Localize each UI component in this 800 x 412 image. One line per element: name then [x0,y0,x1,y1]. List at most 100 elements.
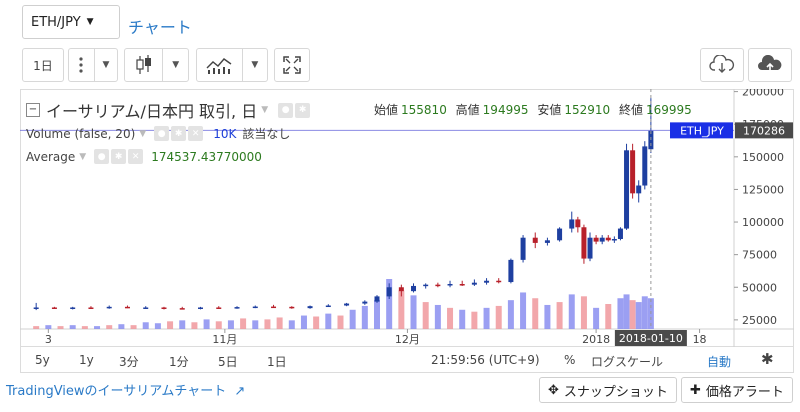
chevron-down-icon[interactable]: ▼ [261,105,269,115]
chevron-down-icon[interactable]: ▼ [102,60,110,70]
chevron-down-icon[interactable]: ▼ [251,60,259,70]
tradingview-link[interactable]: TradingViewのイーサリアムチャート ↗ [6,380,245,399]
symbol-selector[interactable]: ETH/JPY ▼ [22,5,120,39]
volume-bar [617,298,624,329]
volume-bar [69,325,76,329]
candle-body [544,240,550,243]
interval-button[interactable]: 1日 [22,48,64,82]
candle-body [216,307,222,309]
close-label: 終値 [618,103,643,117]
candle-body [386,287,392,297]
volume-bar [203,319,210,329]
volume-bar [520,292,527,329]
chevron-down-icon[interactable]: ▼ [139,128,147,139]
volume-value: 10K [213,126,237,141]
upload-icon[interactable] [748,48,792,82]
candle-body [557,228,563,241]
visibility-icon[interactable]: ● [278,102,294,118]
chevron-down-icon: ▼ [86,17,94,27]
last-price-tag [735,122,793,139]
chevron-down-icon[interactable]: ▼ [79,151,87,162]
gear-icon[interactable]: ✱ [111,149,127,164]
volume-bar [118,324,125,329]
indicators-menu[interactable]: ▼ [196,48,268,82]
close-icon[interactable]: ✕ [128,149,144,164]
candle-body [642,146,648,186]
main-series-legend: − イーサリアム/日本円 取引, 日 ▼ ● ✱ [26,98,311,122]
visibility-icon[interactable]: ● [154,126,170,141]
low-label: 安値 [537,103,562,117]
candle-body [484,280,490,283]
more-vertical-icon[interactable] [69,49,94,81]
snapshot-button[interactable]: ✥ スナップショット [539,377,677,403]
y-tick-label: 125000 [742,183,784,196]
candle-body [289,306,295,309]
candle-body [587,237,593,259]
range-5y[interactable]: 5y [35,353,50,367]
volume-bar [623,294,630,329]
x-tick-label: 11月 [212,333,237,346]
volume-bar [300,315,307,329]
candle-body [520,237,526,260]
x-tick-label: 12月 [395,333,420,346]
chart-link[interactable]: チャート [128,18,192,37]
candle-body [198,307,203,309]
collapse-icon[interactable]: − [26,103,40,117]
candle-body [636,185,642,194]
gear-icon[interactable]: ✱ [295,102,311,118]
percent-toggle[interactable]: % [564,353,576,367]
volume-bar [264,319,271,329]
ohlc-values: 始値 155810 高値 194995 安値 152910 終値 169995 [374,101,697,118]
volume-bar [635,302,642,329]
symbol-tag [670,122,733,139]
candle-body [161,307,167,309]
volume-bar [81,326,88,329]
y-tick-label: 100000 [742,216,784,229]
candle-body [496,280,502,283]
volume-bar [410,295,417,329]
high-label: 高値 [455,103,480,117]
price-alert-button[interactable]: ✚ 価格アラート [681,377,793,403]
candle-body [459,284,465,286]
candle-body [575,219,581,228]
candlestick-icon[interactable] [125,49,162,81]
candle-body [599,237,605,242]
auto-scale-toggle[interactable]: 自動 [707,355,732,369]
price-alert-label: 価格アラート [705,384,784,400]
indicators-icon[interactable] [197,49,242,81]
volume-bar [374,300,380,329]
candle-body [179,308,185,310]
last-price-label: 170286 [743,124,785,137]
clock[interactable]: 21:59:56 (UTC+9) [431,353,540,367]
chevron-down-icon[interactable]: ▼ [172,60,180,70]
log-scale-toggle[interactable]: ログスケール [591,355,664,369]
gear-icon[interactable]: ✱ [761,350,774,368]
open-label: 始値 [374,103,399,117]
x-tick-label: 2018 [582,333,610,346]
price-chart[interactable]: 2500050000750001000001250001500001750002… [20,89,794,347]
more-menu[interactable]: ▼ [68,48,118,82]
candle-body [447,284,453,286]
gear-icon[interactable]: ✱ [171,126,187,141]
range-5d[interactable]: 5日 [218,355,238,369]
volume-bar [568,294,575,329]
download-icon[interactable] [700,48,744,82]
fullscreen-icon[interactable] [274,48,310,82]
close-icon[interactable]: ✕ [188,126,204,141]
volume-bar [191,322,198,329]
volume-bar [130,325,137,329]
chart-type-menu[interactable]: ▼ [124,48,189,82]
volume-bar [471,311,478,329]
range-3m[interactable]: 3分 [119,355,139,369]
symbol-tag-label: ETH_JPY [680,124,724,137]
volume-bar [593,307,600,329]
crosshair-date-label: 2018-01-10 [619,332,683,345]
candle-body [435,284,441,287]
candle-body [411,285,417,292]
visibility-icon[interactable]: ● [94,149,110,164]
open-value: 155810 [401,103,447,117]
range-1d[interactable]: 1日 [267,355,287,369]
range-1y[interactable]: 1y [79,353,94,367]
volume-bar [544,304,551,329]
range-1m[interactable]: 1分 [169,355,189,369]
